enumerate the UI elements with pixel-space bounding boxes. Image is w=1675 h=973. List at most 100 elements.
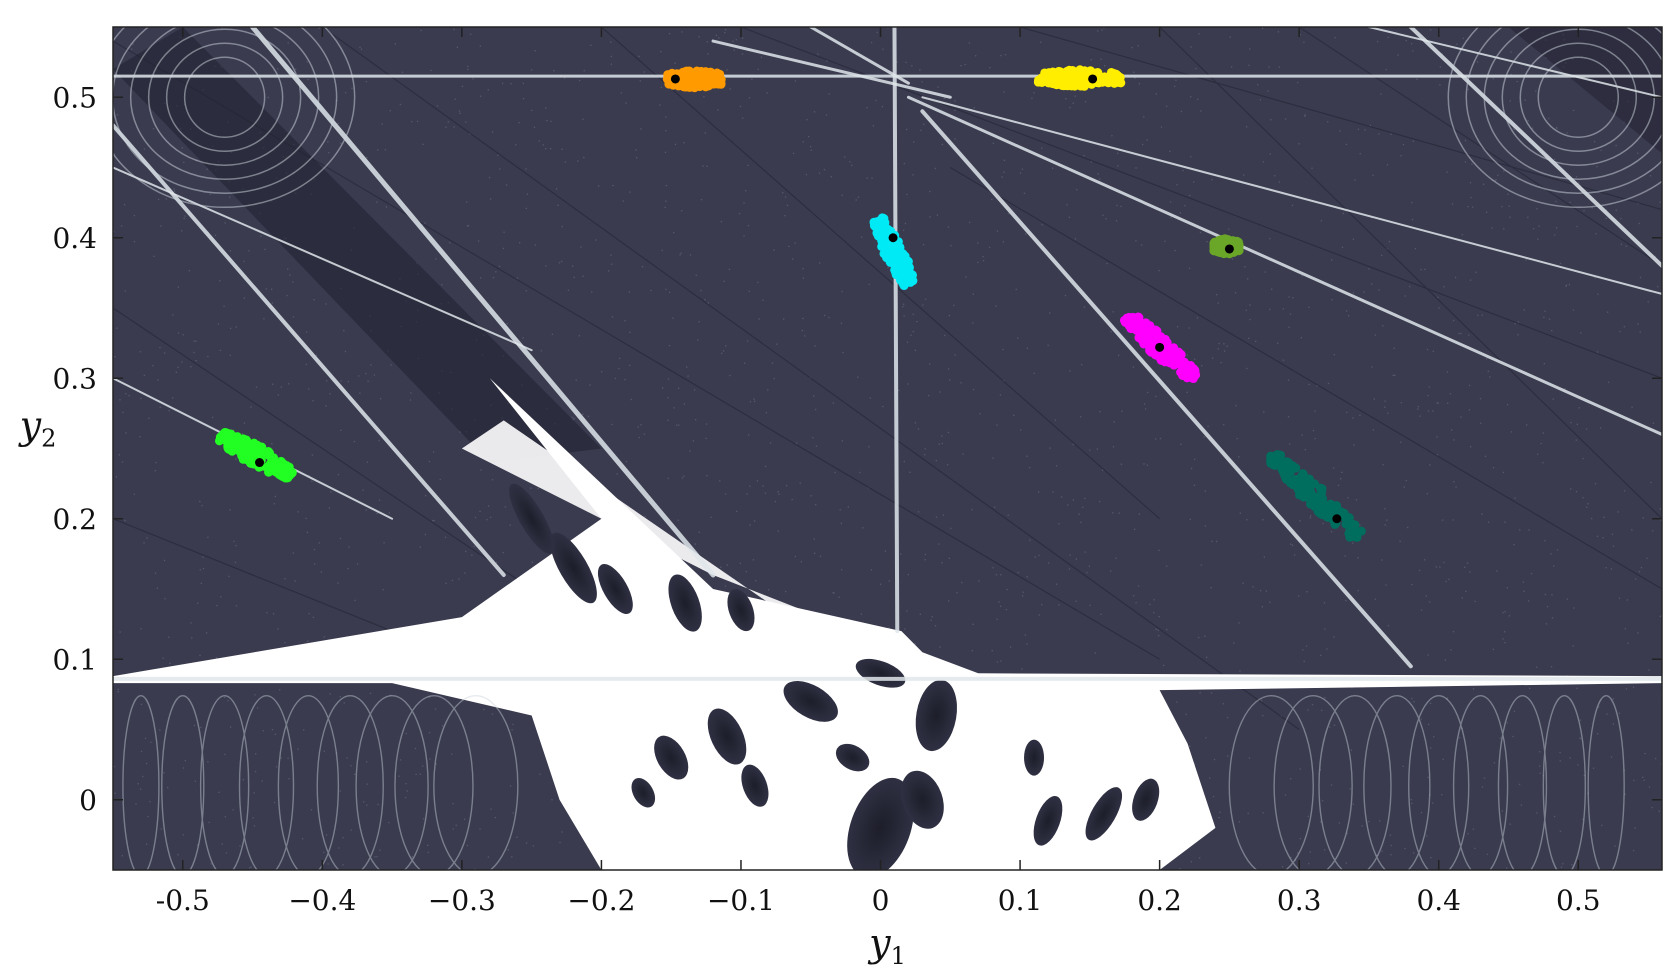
texture-speck xyxy=(277,628,279,630)
texture-speck xyxy=(1290,543,1292,545)
texture-speck xyxy=(1381,850,1383,852)
texture-speck xyxy=(1483,777,1486,779)
texture-speck xyxy=(466,844,469,847)
texture-speck xyxy=(706,165,708,167)
texture-speck xyxy=(177,854,179,856)
texture-speck xyxy=(1186,354,1188,356)
texture-speck xyxy=(1499,737,1501,739)
texture-speck xyxy=(1539,751,1541,753)
texture-speck xyxy=(912,330,914,333)
texture-speck xyxy=(1291,544,1294,546)
arc-curve xyxy=(1363,695,1431,870)
texture-speck xyxy=(1341,246,1344,248)
texture-speck xyxy=(1536,812,1538,814)
texture-speck xyxy=(1312,429,1315,432)
texture-speck xyxy=(506,184,508,186)
texture-speck xyxy=(629,191,631,193)
texture-speck xyxy=(466,225,469,227)
texture-speck xyxy=(320,571,322,573)
texture-speck xyxy=(330,491,332,493)
cluster-center-point xyxy=(1155,342,1165,352)
texture-speck xyxy=(1243,174,1245,176)
texture-speck xyxy=(1427,654,1429,656)
texture-speck xyxy=(1411,201,1413,204)
texture-speck xyxy=(1481,314,1483,316)
texture-speck xyxy=(1028,466,1031,469)
texture-speck xyxy=(1516,80,1518,83)
texture-speck xyxy=(916,320,918,323)
texture-speck xyxy=(1193,763,1196,765)
texture-speck xyxy=(216,604,218,607)
texture-speck xyxy=(747,340,749,342)
texture-speck xyxy=(1026,575,1028,578)
texture-speck xyxy=(1188,327,1190,329)
texture-speck xyxy=(1508,205,1510,207)
texture-speck xyxy=(1506,587,1508,589)
texture-speck xyxy=(1615,209,1617,211)
texture-speck xyxy=(340,429,342,431)
texture-speck xyxy=(678,424,680,426)
texture-speck xyxy=(550,120,552,123)
texture-speck xyxy=(420,29,422,32)
texture-speck xyxy=(184,759,186,762)
texture-speck xyxy=(1058,604,1060,606)
texture-speck xyxy=(950,244,952,247)
texture-speck xyxy=(625,102,627,104)
texture-speck xyxy=(1538,185,1541,187)
dark-basin-blob xyxy=(597,564,633,614)
texture-speck xyxy=(1487,370,1489,372)
texture-speck xyxy=(254,770,257,773)
texture-speck xyxy=(724,585,727,587)
texture-speck xyxy=(385,206,388,208)
texture-speck xyxy=(619,357,621,359)
texture-speck xyxy=(683,403,686,405)
texture-speck xyxy=(1117,152,1119,154)
texture-speck xyxy=(1204,525,1207,527)
texture-speck xyxy=(1510,431,1513,433)
texture-speck xyxy=(1420,811,1423,814)
texture-speck xyxy=(1333,467,1335,469)
texture-speck xyxy=(667,378,670,380)
texture-speck xyxy=(1245,126,1248,128)
texture-speck xyxy=(445,126,447,128)
texture-speck xyxy=(1182,169,1184,172)
texture-speck xyxy=(1510,73,1512,76)
texture-speck xyxy=(825,114,828,116)
texture-speck xyxy=(274,733,277,736)
texture-speck xyxy=(351,87,353,90)
x-tick-label: 0.5 xyxy=(1556,884,1601,917)
texture-speck xyxy=(921,81,923,83)
texture-speck xyxy=(860,236,863,238)
texture-speck xyxy=(435,763,437,765)
texture-speck xyxy=(1213,758,1216,761)
texture-speck xyxy=(1600,149,1602,152)
texture-speck xyxy=(1527,120,1529,122)
texture-speck xyxy=(445,582,447,584)
texture-speck xyxy=(1412,140,1415,142)
texture-speck xyxy=(1469,279,1472,281)
texture-speck xyxy=(359,46,361,48)
texture-speck xyxy=(754,400,756,403)
texture-speck xyxy=(1550,553,1552,555)
texture-speck xyxy=(168,409,170,412)
texture-speck xyxy=(762,299,764,301)
texture-speck xyxy=(747,224,750,227)
texture-speck xyxy=(813,395,815,397)
texture-speck xyxy=(1560,866,1563,868)
texture-speck xyxy=(1303,660,1305,662)
texture-speck xyxy=(992,567,994,569)
texture-speck xyxy=(733,49,735,51)
texture-speck xyxy=(1277,31,1280,33)
texture-speck xyxy=(1600,427,1602,429)
texture-speck xyxy=(1387,412,1389,414)
texture-speck xyxy=(1553,565,1555,567)
texture-speck xyxy=(1566,598,1568,600)
texture-speck xyxy=(1430,857,1432,859)
texture-speck xyxy=(1211,540,1213,543)
texture-speck xyxy=(164,352,166,354)
texture-speck xyxy=(698,36,700,38)
texture-speck xyxy=(1314,410,1316,412)
texture-speck xyxy=(172,314,174,316)
texture-speck xyxy=(724,493,727,495)
texture-speck xyxy=(640,128,642,130)
